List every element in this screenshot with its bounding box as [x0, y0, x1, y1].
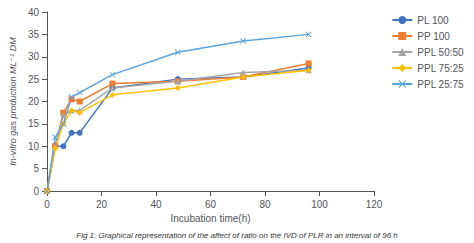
svg-text:PP 100: PP 100: [417, 31, 450, 42]
svg-text:PL 100: PL 100: [417, 15, 449, 26]
svg-text:60: 60: [205, 199, 217, 210]
svg-text:In-vitro gas production ML⁻¹ D: In-vitro gas production ML⁻¹ DM: [8, 37, 18, 166]
svg-text:40: 40: [28, 7, 40, 18]
svg-text:40: 40: [150, 199, 162, 210]
svg-text:30: 30: [28, 51, 40, 62]
svg-text:Incubation time(h): Incubation time(h): [170, 213, 250, 224]
svg-text:15: 15: [28, 118, 40, 129]
svg-text:20: 20: [28, 96, 40, 107]
svg-text:80: 80: [259, 199, 271, 210]
svg-text:0: 0: [33, 186, 39, 197]
svg-text:Fig 1: Graphical representatio: Fig 1: Graphical representation of the a…: [76, 231, 398, 240]
svg-text:20: 20: [96, 199, 108, 210]
svg-text:25: 25: [28, 74, 40, 85]
svg-text:10: 10: [28, 141, 40, 152]
svg-text:0: 0: [44, 199, 50, 210]
svg-text:120: 120: [366, 199, 383, 210]
svg-text:35: 35: [28, 29, 40, 40]
svg-text:PPL 50:50: PPL 50:50: [417, 47, 464, 58]
svg-text:PPL 25:75: PPL 25:75: [417, 79, 464, 90]
svg-text:PPL 75:25: PPL 75:25: [417, 63, 464, 74]
svg-text:5: 5: [33, 163, 39, 174]
svg-text:100: 100: [311, 199, 328, 210]
